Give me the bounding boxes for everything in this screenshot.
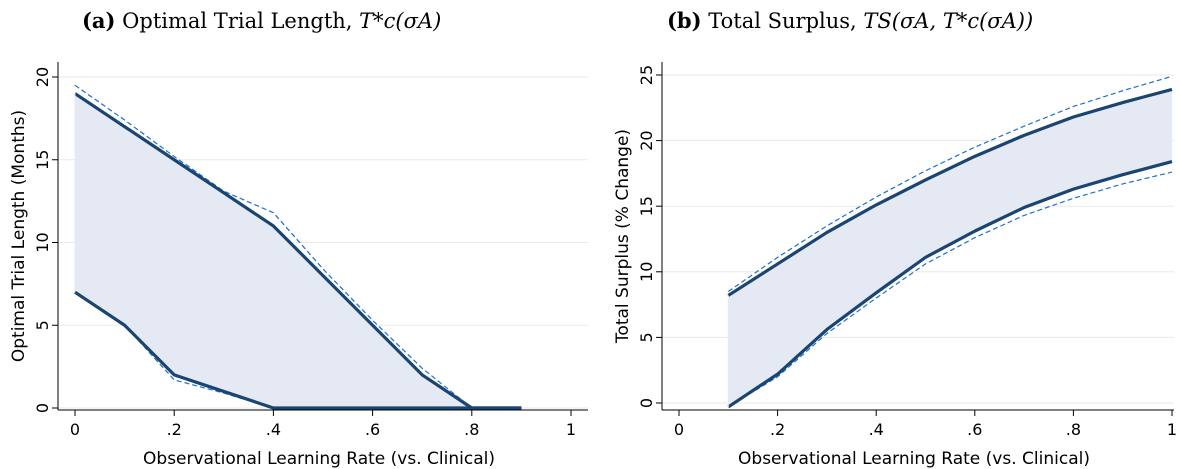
panel-b-lower-ci-line bbox=[727, 171, 1173, 408]
panel-b-upper-line bbox=[727, 87, 1173, 297]
panel-b-ytick-label: 25 bbox=[637, 65, 656, 85]
panel-a-plot: 0 5 10 15 20 0 .2 .4 .6 .8 1 Observational Learning… bbox=[9, 62, 588, 469]
panel-a-y-axis-label: Optimal Trial Length (Months) bbox=[9, 110, 29, 362]
panel-a-tag: (a) bbox=[82, 8, 116, 33]
panel-a-ytick-label: 5 bbox=[33, 320, 52, 330]
panel-b-ytick-label: 10 bbox=[637, 262, 656, 282]
panel-a-lower-line bbox=[74, 290, 522, 410]
panel-b-ytick-label: 5 bbox=[637, 332, 656, 342]
panel-a-ytick-label: 15 bbox=[33, 150, 52, 170]
panel-a-ytick-label: 10 bbox=[33, 232, 52, 252]
panel-a-title: (a) Optimal Trial Length, T*c(σA) bbox=[82, 8, 441, 33]
panel-b-tag: (b) bbox=[667, 8, 702, 33]
panel-b-lower-line bbox=[727, 160, 1173, 409]
panel-a-title-math: T*c(σA) bbox=[359, 9, 442, 33]
panel-b-xtick-label: .4 bbox=[869, 420, 884, 439]
panel-a-xtick-label: .2 bbox=[167, 420, 182, 439]
panel-b-plot: 0 5 10 15 20 25 0 .2 .4 .6 .8 1 Observational Learni… bbox=[613, 62, 1177, 469]
panel-a-ytick-label: 0 bbox=[33, 403, 52, 413]
panel-b-y-axis-label: Total Surplus (% Change) bbox=[613, 129, 633, 344]
panel-a-xtick-label: .4 bbox=[266, 420, 281, 439]
panel-b-title-math: TS(σA, T*c(σA)) bbox=[863, 9, 1034, 33]
panel-a-upper-ci-line bbox=[74, 84, 522, 409]
panel-b-upper-ci-line bbox=[727, 75, 1173, 292]
panel-b-xtick-label: 1 bbox=[1167, 420, 1177, 439]
panel-b-x-axis-label: Observational Learning Rate (vs. Clinica… bbox=[738, 449, 1090, 469]
panel-b-title-text: Total Surplus, bbox=[708, 9, 864, 33]
panel-b-xtick-label: 0 bbox=[674, 420, 684, 439]
panel-b-ytick-label: 0 bbox=[637, 398, 656, 408]
panel-a-title-text: Optimal Trial Length, bbox=[122, 9, 360, 33]
panel-a-xtick-label: .8 bbox=[464, 420, 479, 439]
panel-b-band-area bbox=[728, 89, 1172, 407]
panel-a-ytick-label: 20 bbox=[33, 67, 52, 87]
panel-a-x-axis-label: Observational Learning Rate (vs. Clinica… bbox=[143, 449, 495, 469]
panel-b-xtick-label: .6 bbox=[967, 420, 982, 439]
panel-b-title: (b) Total Surplus, TS(σA, T*c(σA)) bbox=[667, 8, 1033, 33]
panel-a-xtick-label: .6 bbox=[365, 420, 380, 439]
panel-a-xtick-label: 1 bbox=[566, 420, 576, 439]
panel-b-ytick-label: 15 bbox=[637, 196, 656, 216]
panel-a-band-area bbox=[75, 93, 522, 409]
panel-b-ytick-label: 20 bbox=[637, 130, 656, 150]
panel-a-upper-line bbox=[74, 92, 522, 410]
panel-a-xtick-label: 0 bbox=[70, 420, 80, 439]
panel-b-xtick-label: .8 bbox=[1066, 420, 1081, 439]
panel-b-xtick-label: .2 bbox=[770, 420, 785, 439]
